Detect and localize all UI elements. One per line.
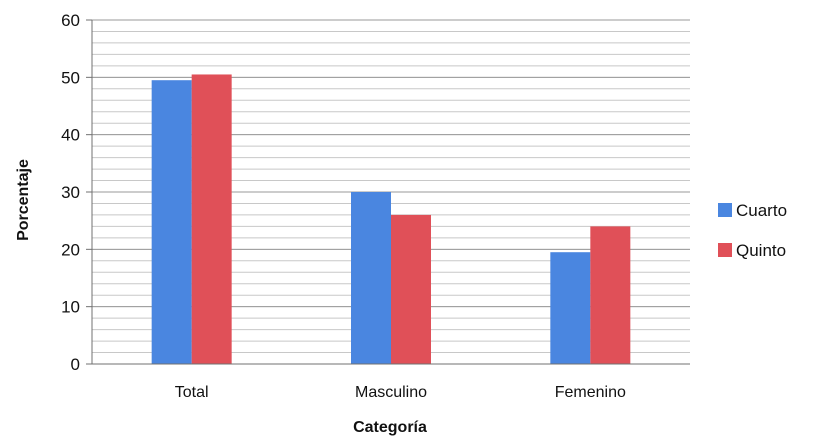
legend-label-quinto: Quinto xyxy=(736,241,786,260)
y-axis-label: Porcentaje xyxy=(15,159,32,241)
x-tick-label: Total xyxy=(175,384,209,401)
bar-quinto-total xyxy=(191,74,232,364)
y-tick-label: 10 xyxy=(61,298,80,317)
legend: Cuarto Quinto xyxy=(718,201,787,260)
x-tick-labels: Total Masculino Femenino xyxy=(175,384,626,401)
legend-swatch-cuarto xyxy=(718,203,732,217)
bar-cuarto-total xyxy=(151,80,192,364)
x-axis-label: Categoría xyxy=(353,419,427,436)
y-tick-label: 40 xyxy=(61,126,80,145)
y-tick-label: 30 xyxy=(61,183,80,202)
bars xyxy=(151,74,631,364)
y-tick-labels: 0 10 20 30 40 50 60 xyxy=(61,11,80,374)
bar-quinto-masculino xyxy=(391,214,431,364)
legend-label-cuarto: Cuarto xyxy=(736,201,787,220)
bar-quinto-femenino xyxy=(590,226,631,364)
y-tick-label: 20 xyxy=(61,240,80,259)
axes xyxy=(86,19,690,365)
x-tick-label: Masculino xyxy=(355,384,427,401)
y-tick-label: 60 xyxy=(61,11,80,30)
bar-cuarto-masculino xyxy=(351,192,391,364)
legend-swatch-quinto xyxy=(718,243,732,257)
y-tick-label: 50 xyxy=(61,68,80,87)
y-tick-label: 0 xyxy=(71,355,80,374)
bar-cuarto-femenino xyxy=(550,252,591,364)
x-tick-label: Femenino xyxy=(555,384,626,401)
